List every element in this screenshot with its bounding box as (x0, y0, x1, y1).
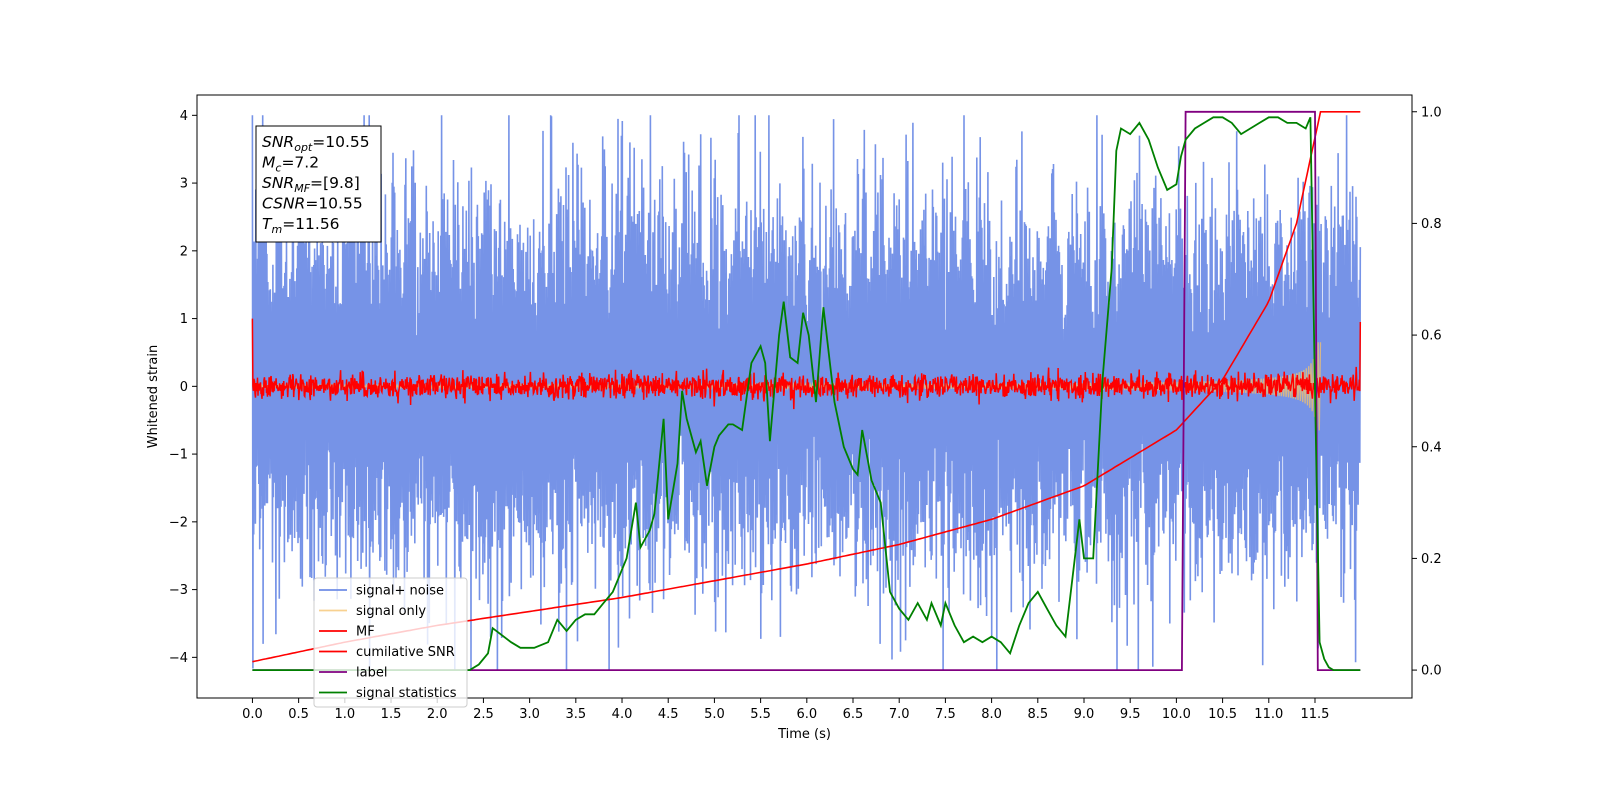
x-axis-label: Time (s) (777, 727, 831, 742)
annotation-line: CSNR=10.55 (262, 195, 363, 213)
series-signal-noise (251, 115, 1362, 671)
x-tick-label: 3.0 (519, 707, 540, 722)
x-tick-label: 2.5 (473, 707, 494, 722)
x-axis-ticks: 0.0 0.5 1.0 1.5 2.0 2.5 3.0 3.5 4.0 4.5 5.0 5.5 6.0 6… (242, 698, 1329, 722)
y-right-tick-label: 0.2 (1421, 552, 1442, 567)
y-tick-label: 4 (180, 109, 188, 124)
series-mf (251, 318, 1362, 410)
x-tick-label: 2.0 (427, 707, 448, 722)
legend-label: signal+ noise (356, 584, 444, 599)
y-right-tick-label: 0.8 (1421, 217, 1442, 232)
annotation-line: Tm=11.56 (262, 215, 340, 236)
x-tick-label: 5.5 (750, 707, 771, 722)
x-tick-label: 11.5 (1301, 707, 1330, 722)
y-tick-label: 2 (180, 244, 188, 259)
y-tick-label: 3 (180, 177, 188, 192)
annotation-frame (255, 125, 382, 243)
y-right-tick-label: 0.0 (1421, 664, 1442, 679)
x-tick-label: 6.0 (796, 707, 817, 722)
y-tick-label: −1 (169, 448, 188, 463)
annotation-line: SNRMF=[9.8] (262, 174, 360, 195)
x-tick-label: 8.0 (981, 707, 1002, 722)
y-axis-label: Whitened strain (146, 345, 161, 448)
x-tick-label: 0.0 (242, 707, 263, 722)
legend-label: label (356, 666, 387, 681)
legend-label: cumilative SNR (356, 645, 455, 660)
x-tick-label: 1.5 (381, 707, 402, 722)
y-tick-label: 0 (180, 380, 188, 395)
x-tick-label: 8.5 (1027, 707, 1048, 722)
x-tick-label: 10.5 (1208, 707, 1237, 722)
plot-frame (196, 94, 1413, 699)
y-axis-left-ticks: 4 3 2 1 0 −1 −2 −3 −4 (169, 109, 197, 666)
series-signal-statistics (252, 116, 1361, 671)
legend: signal+ noise signal only MF cumilative SNR… (313, 577, 468, 708)
legend-frame (313, 577, 468, 708)
y-tick-label: −4 (169, 651, 188, 666)
annotation-line: SNRopt=10.55 (262, 133, 370, 154)
series-label (252, 110, 1361, 671)
y-axis-right-ticks: 1.0 0.8 0.6 0.4 0.2 0.0 (1412, 105, 1442, 679)
legend-label: MF (356, 625, 375, 640)
y-tick-label: 1 (180, 312, 188, 327)
y-right-tick-label: 1.0 (1421, 105, 1442, 120)
y-right-tick-label: 0.6 (1421, 329, 1442, 344)
legend-label: signal statistics (356, 686, 457, 701)
x-tick-label: 9.0 (1074, 707, 1095, 722)
x-tick-label: 11.0 (1254, 707, 1283, 722)
x-tick-label: 7.0 (889, 707, 910, 722)
x-tick-label: 6.5 (843, 707, 864, 722)
x-tick-label: 0.5 (288, 707, 309, 722)
x-tick-label: 7.5 (935, 707, 956, 722)
x-tick-label: 9.5 (1120, 707, 1141, 722)
legend-label: signal only (356, 604, 426, 619)
x-tick-label: 10.0 (1162, 707, 1191, 722)
x-tick-label: 5.0 (704, 707, 725, 722)
annotation-line: Mc=7.2 (262, 154, 319, 175)
y-tick-label: −3 (169, 583, 188, 598)
x-tick-label: 1.0 (334, 707, 355, 722)
x-tick-label: 3.5 (565, 707, 586, 722)
y-right-tick-label: 0.4 (1421, 440, 1442, 455)
x-tick-label: 4.0 (612, 707, 633, 722)
y-tick-label: −2 (169, 515, 188, 530)
x-tick-label: 4.5 (658, 707, 679, 722)
